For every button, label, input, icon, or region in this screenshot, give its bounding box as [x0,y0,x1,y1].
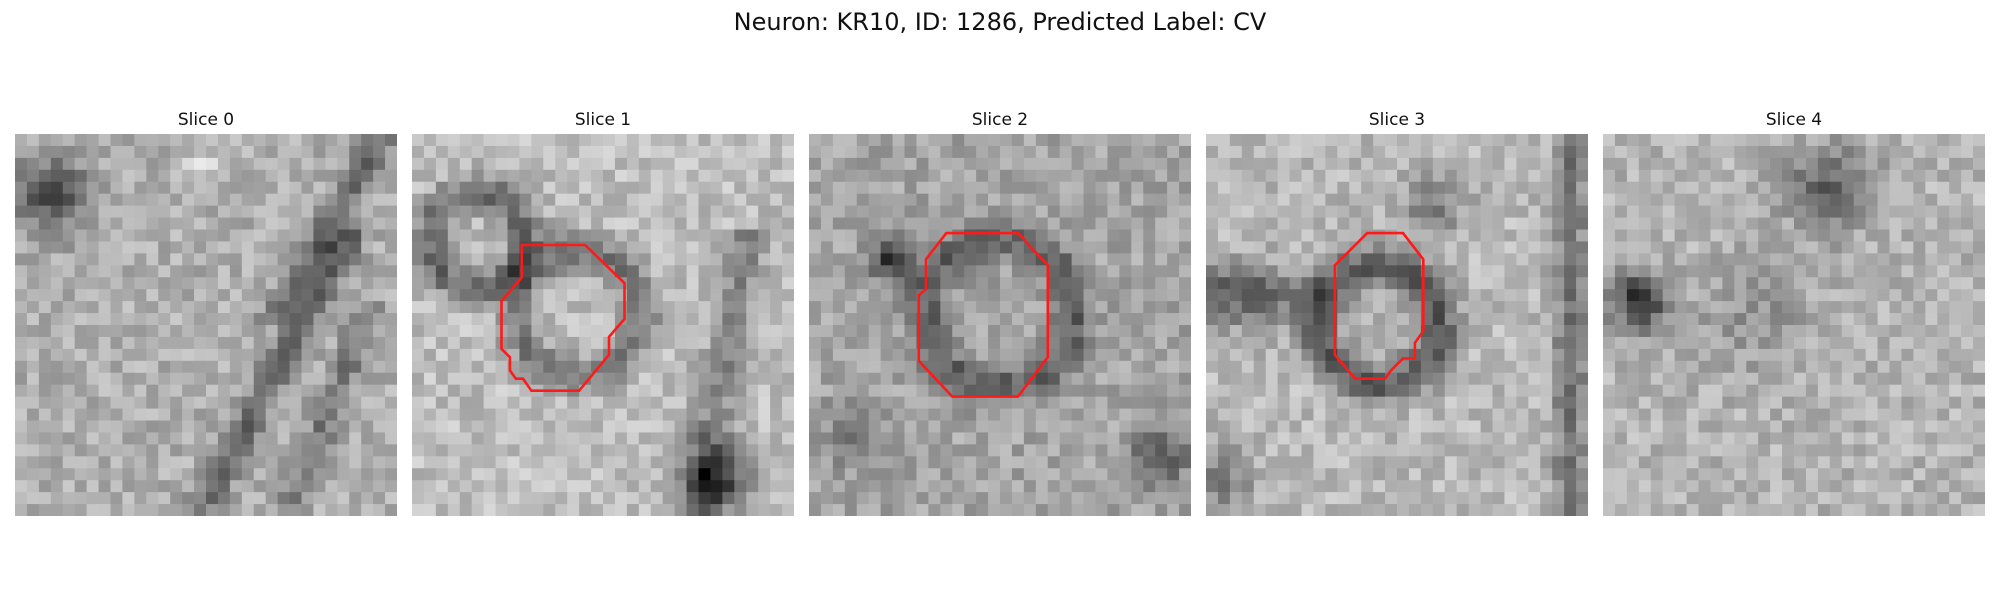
figure-title: Neuron: KR10, ID: 1286, Predicted Label:… [733,8,1267,36]
roi-contour-1 [500,243,626,393]
slice-title-1: Slice 1 [574,110,632,130]
slice-panel-3: Slice 3 [1206,0,1588,600]
slice-image-4 [1603,134,1985,516]
slice-title-2: Slice 2 [971,110,1029,130]
slice-image-2 [809,134,1191,516]
slice-panel-2: Slice 2 [809,0,1191,600]
grayscale-image-0 [15,134,397,516]
slice-title-0: Slice 0 [177,110,235,130]
grayscale-image-3 [1206,134,1588,516]
slice-panel-4: Slice 4 [1603,0,1985,600]
slice-panel-0: Slice 0 [15,0,397,600]
slice-title-4: Slice 4 [1765,110,1823,130]
grayscale-image-2 [809,134,1191,516]
slice-panel-1: Slice 1 [412,0,794,600]
grayscale-image-1 [412,134,794,516]
roi-contour-3 [1333,231,1425,380]
slice-image-0 [15,134,397,516]
slice-image-3 [1206,134,1588,516]
roi-contour-2 [917,231,1050,398]
slice-image-1 [412,134,794,516]
slice-title-3: Slice 3 [1368,110,1426,130]
grayscale-image-4 [1603,134,1985,516]
